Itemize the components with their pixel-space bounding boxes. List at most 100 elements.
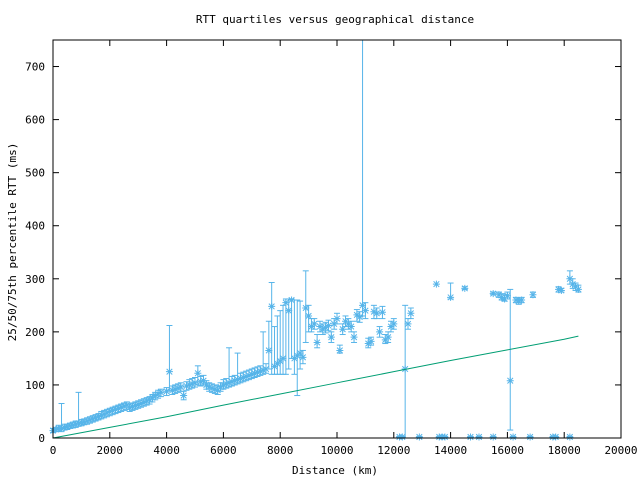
data-point [529,291,537,299]
data-point [146,396,154,404]
data-point [222,380,230,388]
trend-line [52,335,579,439]
data-point [364,340,372,348]
data-point [296,349,304,357]
data-point [461,284,469,292]
x-tick-label: 8000 [267,444,294,457]
data-point [80,418,88,426]
data-point [157,388,165,396]
data-point [114,404,122,412]
data-point [566,433,574,441]
x-tick-label: 16000 [491,444,524,457]
data-point [197,378,205,386]
data-point [339,325,347,333]
data-point [518,296,526,304]
data-point [154,390,162,398]
chart-title: RTT quartiles versus geographical distan… [196,13,474,26]
data-point [214,386,222,394]
data-point [330,320,338,328]
data-point [324,321,332,329]
data-point [501,295,509,303]
data-point [398,433,406,441]
x-tick-label: 4000 [153,444,180,457]
data-point [63,423,71,431]
data-point [503,292,511,300]
data-point [336,346,344,354]
data-point [217,383,225,391]
x-tick-label: 10000 [320,444,353,457]
data-point [191,379,199,387]
data-point [265,346,273,354]
data-point [302,304,310,312]
x-tick-label: 6000 [210,444,237,457]
data-point [239,374,247,382]
y-tick-label: 700 [25,61,45,74]
data-point [225,379,233,387]
data-point [574,285,582,293]
x-tick-label: 12000 [377,444,410,457]
data-point [373,309,381,317]
data-point [356,313,364,321]
data-point [432,280,440,288]
data-point [94,413,102,421]
data-point [69,421,77,429]
data-point [66,422,74,430]
data-point [555,285,563,293]
data-point [182,382,190,390]
data-point [515,297,523,305]
y-tick-label: 0 [38,432,45,445]
data-point [219,381,227,389]
y-axis-label: 25/50/75th percentile RTT (ms) [6,143,19,342]
x-tick-label: 20000 [604,444,637,457]
data-point [262,365,270,373]
data-point [180,392,188,400]
data-point [171,385,179,393]
data-point [475,433,483,441]
data-point [512,296,520,304]
data-point [151,392,159,400]
y-tick-label: 400 [25,220,45,233]
x-tick-label: 14000 [434,444,467,457]
data-point [148,394,156,402]
data-point [208,384,216,392]
data-point [185,381,193,389]
data-point [120,402,128,410]
data-point [353,311,361,319]
data-point [228,378,236,386]
data-point [447,293,455,301]
x-tick-label: 18000 [548,444,581,457]
data-point [407,309,415,317]
x-axis-label: Distance (km) [292,464,378,477]
data-point [58,424,66,432]
data-point [109,406,117,414]
data-point [97,411,105,419]
data-point [251,369,259,377]
data-point [89,415,97,423]
data-point [83,417,91,425]
data-point [163,387,171,395]
y-tick-label: 100 [25,379,45,392]
data-point [305,312,313,320]
data-point [466,433,474,441]
data-point [552,433,560,441]
data-point [234,376,242,384]
data-point [126,404,134,412]
data-point [404,320,412,328]
data-point [52,426,60,434]
data-point [72,420,80,428]
data-point [268,302,276,310]
data-point [384,333,392,341]
data-point [313,338,321,346]
data-point [106,407,114,415]
data-point [498,293,506,301]
data-point [489,290,497,298]
data-point [92,414,100,422]
data-point [200,377,208,385]
data-point [376,328,384,336]
y-tick-label: 300 [25,273,45,286]
data-point [177,383,185,391]
data-point [248,370,256,378]
y-tick-label: 200 [25,326,45,339]
